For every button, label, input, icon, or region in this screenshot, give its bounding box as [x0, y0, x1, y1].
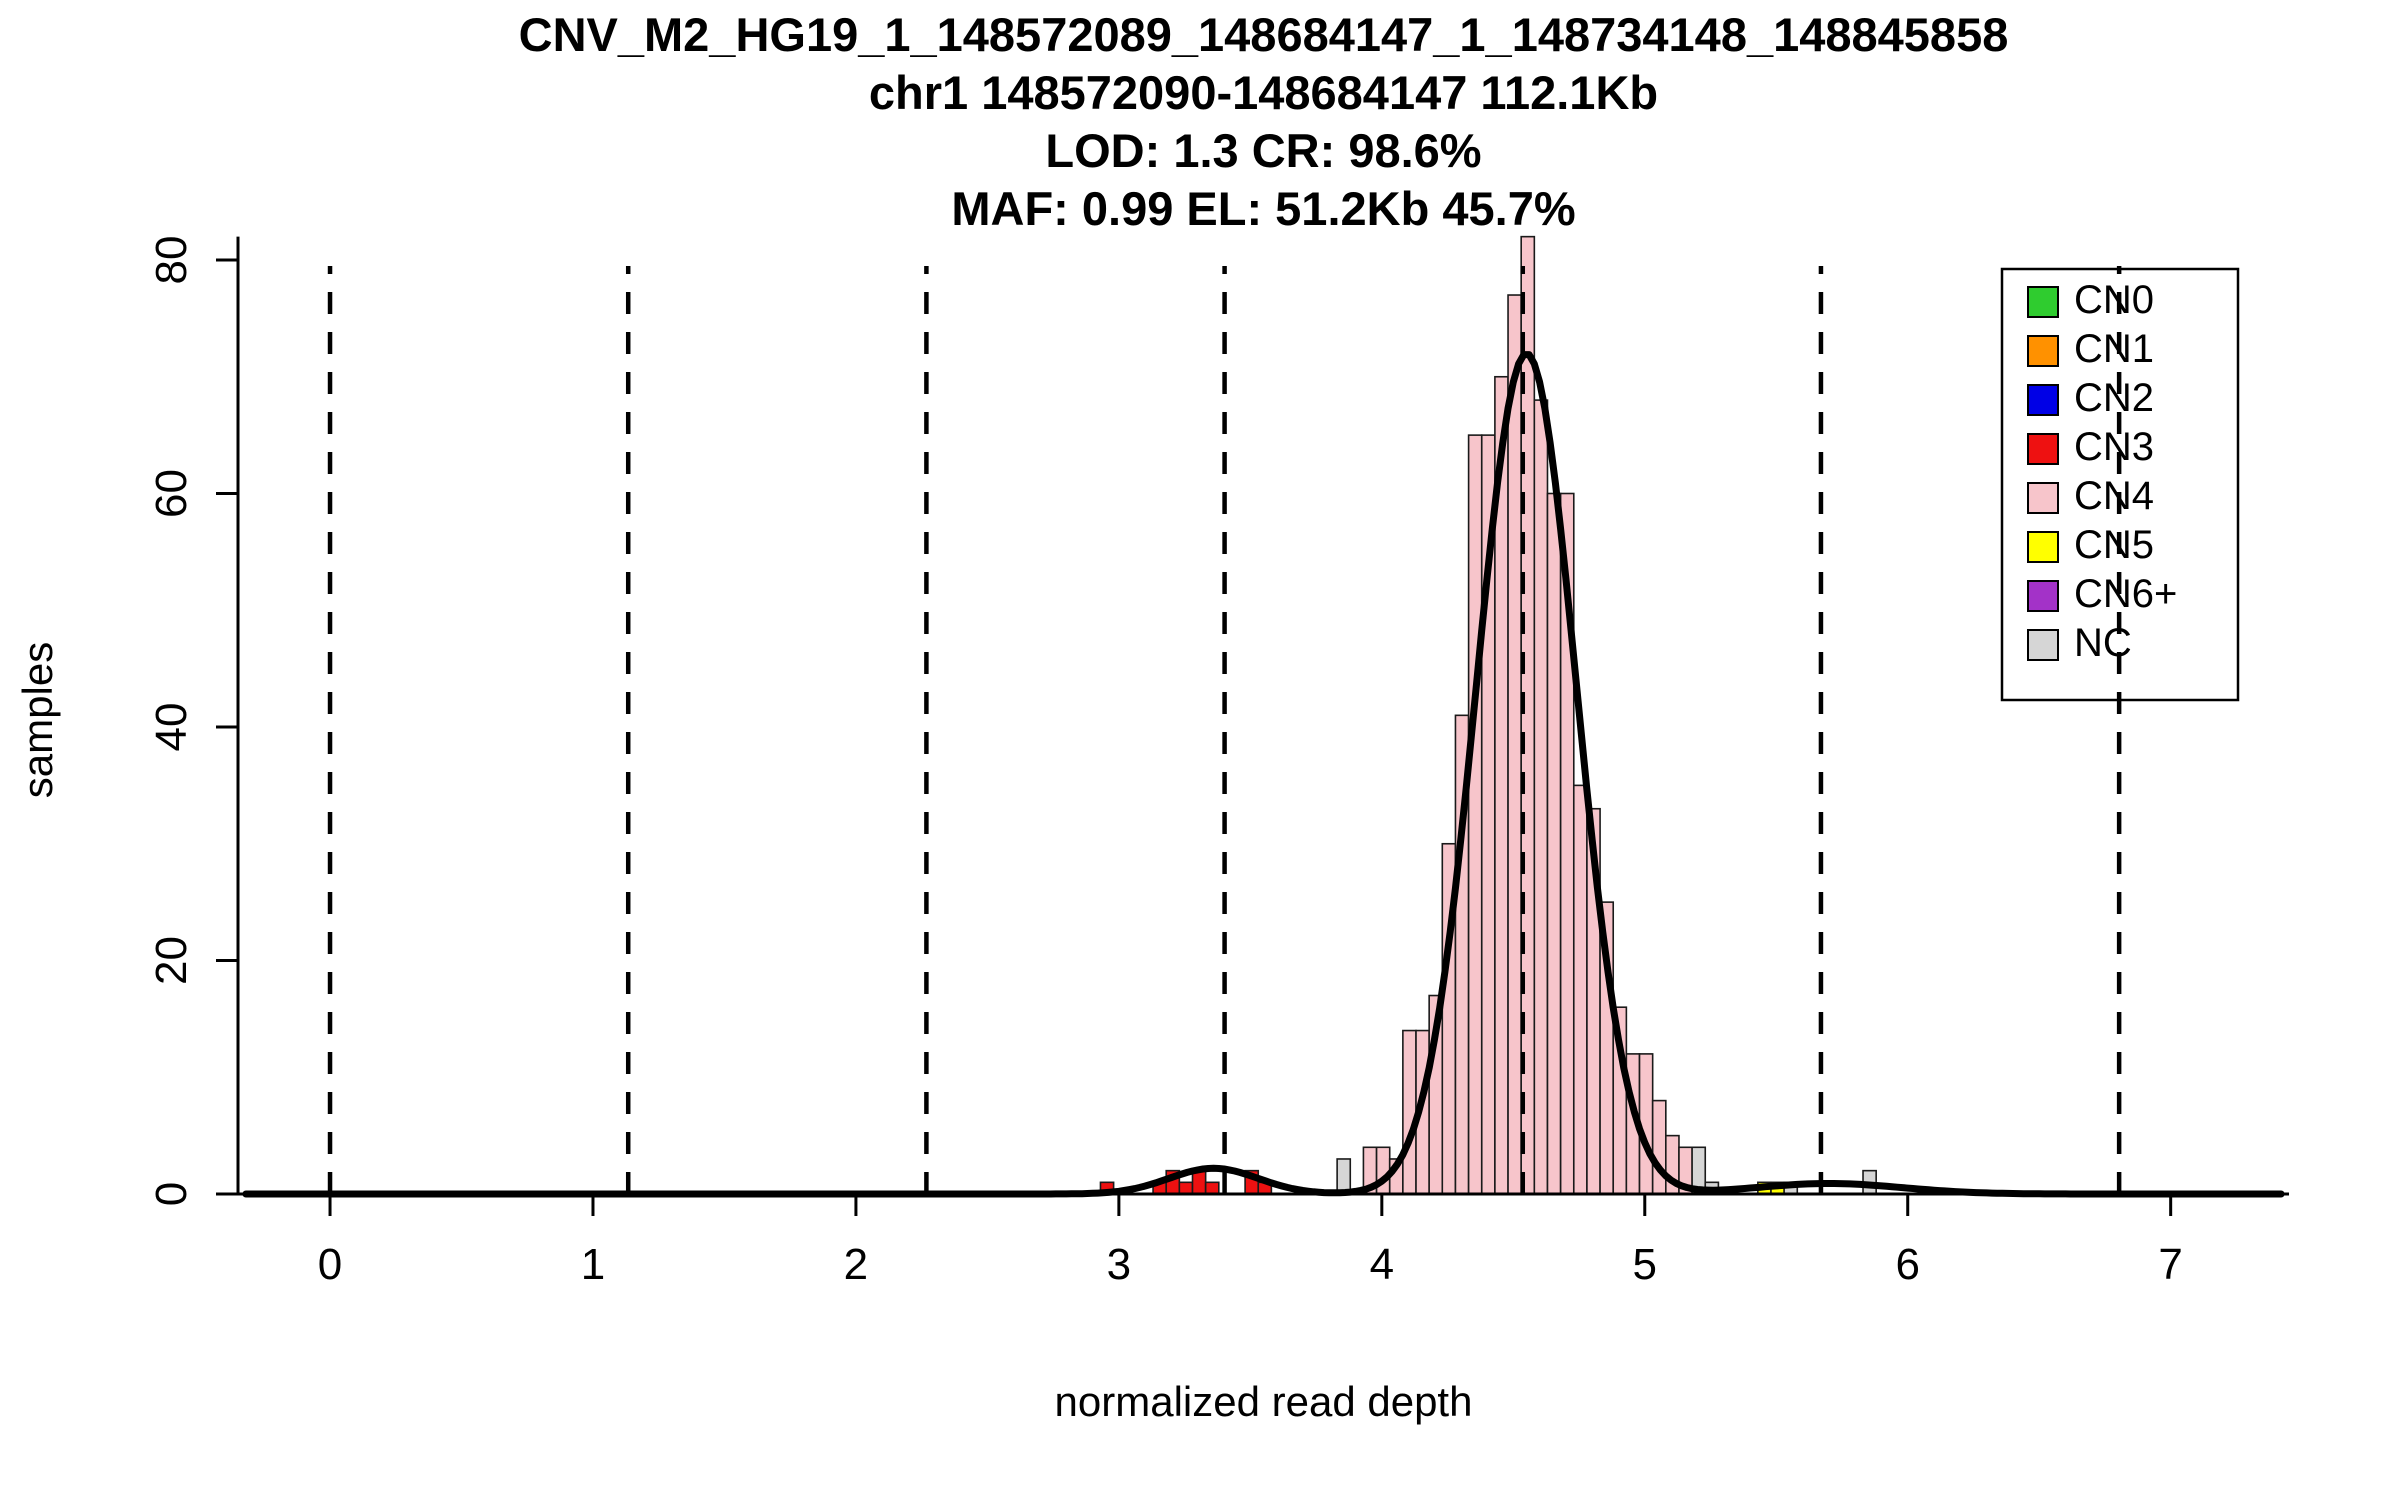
density-curve: [242, 351, 2285, 1198]
x-tick-label: 7: [2158, 1240, 2182, 1289]
legend-swatch-cn6+: [2027, 580, 2059, 612]
histogram-bar-cn4: [1533, 399, 1549, 1195]
legend-label-cn3: CN3: [2074, 425, 2154, 469]
histogram-bar-cn4: [1651, 1099, 1667, 1195]
x-tick-label: 4: [1370, 1240, 1394, 1289]
histogram-bar-cn4: [1572, 784, 1588, 1195]
x-tick-label: 5: [1633, 1240, 1657, 1289]
legend-swatch-cn3: [2027, 433, 2059, 465]
legend-swatch-cn4: [2027, 482, 2059, 514]
y-tick-label: 0: [147, 1182, 196, 1206]
legend-label-cn2: CN2: [2074, 376, 2154, 420]
y-axis-label: samples: [14, 641, 61, 799]
histogram-bar-cn4: [1467, 434, 1483, 1195]
legend-swatch-cn0: [2027, 286, 2059, 318]
histogram-bar-cn3: [1204, 1181, 1220, 1195]
x-tick-label: 0: [318, 1240, 342, 1289]
x-tick-label: 2: [844, 1240, 868, 1289]
legend-label-cn5: CN5: [2074, 523, 2154, 567]
x-tick-label: 6: [1895, 1240, 1919, 1289]
legend-label-cn6+: CN6+: [2074, 572, 2177, 616]
x-tick-label: 1: [581, 1240, 605, 1289]
y-tick-label: 80: [147, 236, 196, 285]
legend-swatch-cn1: [2027, 335, 2059, 367]
x-axis-label: normalized read depth: [1054, 1378, 1473, 1425]
legend-label-cn1: CN1: [2074, 327, 2154, 371]
title-line-2: chr1 148572090-148684147 112.1Kb: [868, 66, 1659, 119]
chart-title-block: CNV_M2_HG19_1_148572089_148684147_1_1487…: [238, 6, 2289, 238]
histogram-bar-cn4: [1507, 294, 1522, 1195]
title-line-1: CNV_M2_HG19_1_148572089_148684147_1_1487…: [518, 8, 2009, 61]
histogram-bar-cn3: [1178, 1181, 1194, 1195]
legend-swatch-nc: [2027, 629, 2059, 661]
legend-swatch-cn2: [2027, 384, 2059, 416]
x-tick-label: 3: [1107, 1240, 1131, 1289]
title-line-3: LOD: 1.3 CR: 98.6%: [1045, 124, 1482, 177]
y-tick-label: 20: [147, 936, 196, 985]
legend-label-nc: NC: [2074, 621, 2132, 665]
legend-label-cn4: CN4: [2074, 474, 2154, 518]
legend-label-cn0: CN0: [2074, 278, 2154, 322]
y-tick-label: 40: [147, 703, 196, 752]
legend-swatch-cn5: [2027, 531, 2059, 563]
y-tick-label: 60: [147, 469, 196, 518]
histogram-bar-cn4: [1546, 492, 1562, 1195]
histogram-bar-cn4: [1402, 1029, 1417, 1195]
title-line-4: MAF: 0.99 EL: 51.2Kb 45.7%: [951, 182, 1576, 235]
